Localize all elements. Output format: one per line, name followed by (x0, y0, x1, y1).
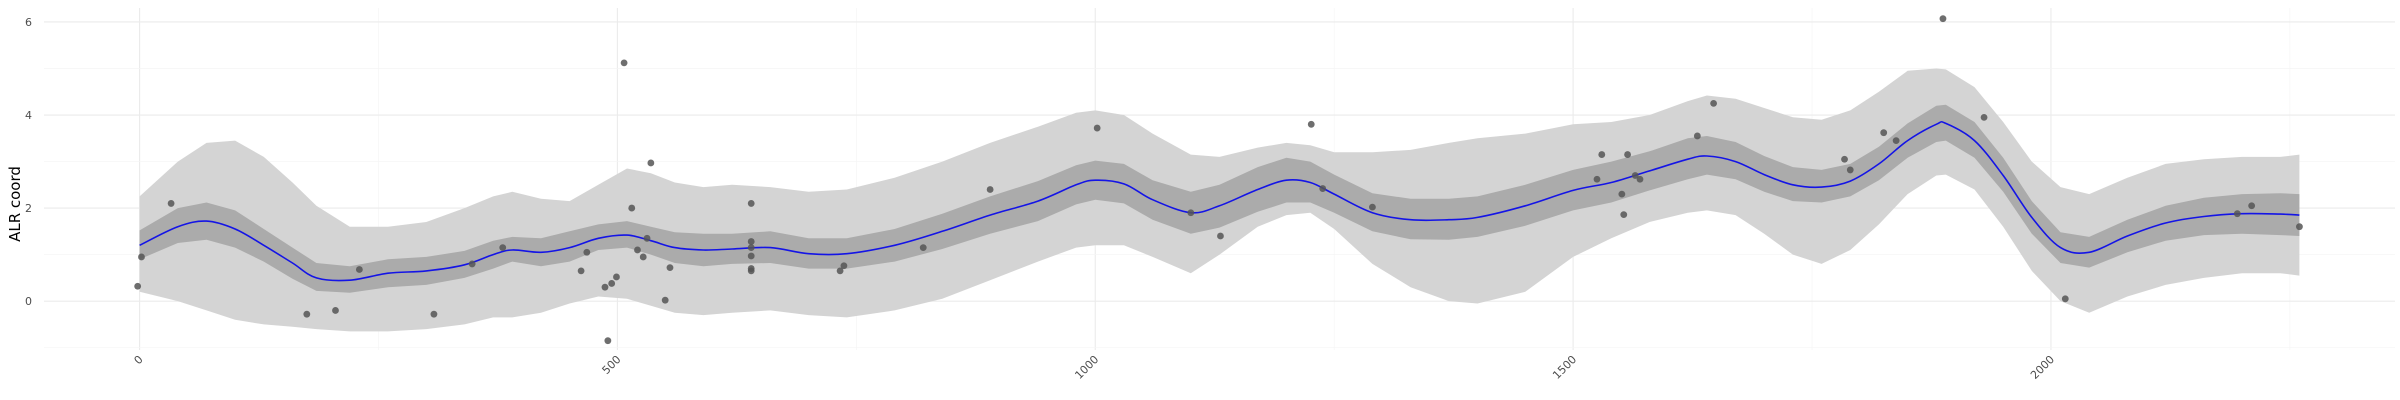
data-point (1307, 120, 1315, 128)
fit-line (139, 120, 2300, 282)
inner-confidence-band (139, 104, 2300, 293)
data-point (986, 186, 994, 193)
data-point (613, 273, 620, 281)
data-point (1598, 151, 1606, 158)
data-point (1980, 113, 1988, 121)
x-tick-label: 2000 (2028, 353, 2057, 382)
data-point (1093, 124, 1101, 132)
x-tick-label: 500 (599, 353, 623, 377)
data-point (2296, 223, 2303, 231)
data-point (1880, 129, 1888, 137)
data-point (666, 264, 674, 272)
data-point (639, 253, 647, 261)
data-point (620, 59, 628, 67)
data-point (647, 159, 655, 167)
data-point (919, 244, 927, 252)
data-point (1187, 209, 1195, 217)
data-point (1618, 190, 1626, 198)
data-point (1369, 203, 1376, 211)
y-tick-label: 4 (25, 109, 32, 122)
data-point (138, 253, 145, 261)
data-point (1620, 211, 1628, 218)
data-point (167, 200, 175, 207)
y-tick-label: 6 (25, 16, 32, 29)
data-point (430, 310, 438, 318)
data-point (583, 248, 591, 256)
x-tick-label: 1000 (1072, 353, 1101, 382)
data-point (1939, 15, 1947, 23)
data-point (747, 252, 755, 260)
data-point (1624, 151, 1631, 158)
data-point (1892, 137, 1900, 145)
data-point (608, 280, 616, 287)
data-point (643, 234, 651, 242)
data-point (836, 267, 844, 275)
data-point (840, 262, 848, 270)
y-axis-ticks: 0 2 4 6 (25, 16, 32, 308)
data-point (604, 337, 612, 345)
data-point (601, 283, 609, 291)
data-point (634, 246, 641, 254)
data-point (1841, 155, 1848, 163)
data-point (747, 267, 755, 275)
x-axis-ticks: 0 500 1000 1500 2000 (132, 353, 2058, 382)
fit-line-group (139, 120, 2300, 282)
data-points (134, 15, 2303, 345)
data-point (1217, 232, 1224, 240)
data-point (499, 244, 507, 252)
data-point (2233, 210, 2241, 218)
data-point (747, 200, 755, 207)
data-point (1319, 185, 1327, 192)
y-tick-label: 2 (25, 202, 32, 215)
data-point (1631, 172, 1639, 179)
data-point (1636, 175, 1644, 183)
data-point (332, 307, 339, 314)
data-point (747, 238, 755, 245)
confidence-bands (139, 68, 2300, 332)
x-tick-label: 1500 (1550, 353, 1579, 382)
data-point (468, 260, 476, 268)
data-point (661, 296, 669, 304)
y-tick-label: 0 (25, 295, 32, 308)
data-point (2061, 295, 2069, 303)
data-point (628, 204, 636, 212)
data-point (2248, 202, 2256, 210)
data-point (134, 282, 142, 290)
data-point (1846, 166, 1854, 174)
data-point (1710, 99, 1717, 107)
data-point (577, 267, 585, 275)
data-point (303, 310, 311, 318)
x-tick-label: 0 (132, 353, 146, 367)
data-point (1593, 175, 1601, 183)
data-point (355, 266, 363, 273)
data-point (1693, 132, 1701, 140)
data-point (747, 244, 755, 252)
y-axis-title: ALR coord (6, 166, 24, 242)
